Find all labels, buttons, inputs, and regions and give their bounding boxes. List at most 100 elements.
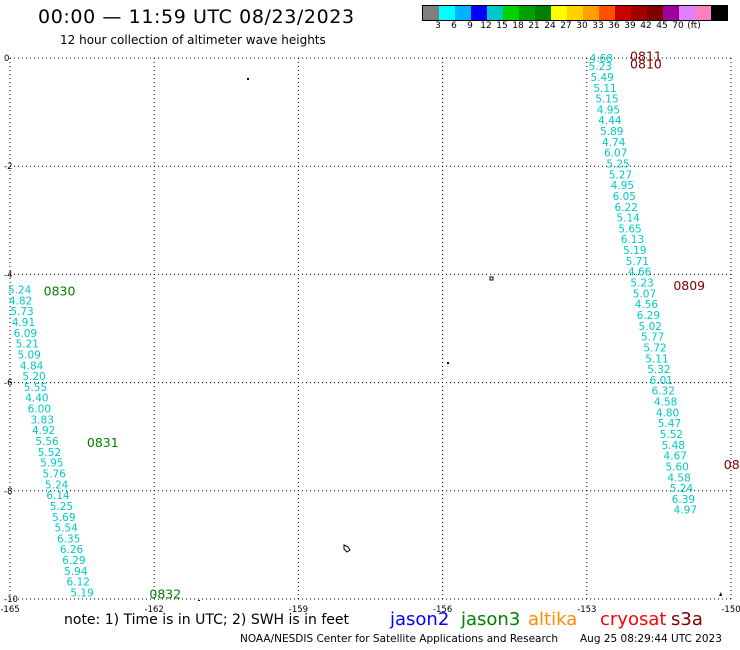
- color-swatch: [471, 6, 487, 20]
- wave-height-value: 5.65: [618, 223, 641, 235]
- wave-height-value: 4.44: [598, 115, 622, 127]
- wave-height-value: 4.58: [667, 472, 690, 484]
- wave-height-value: 6.01: [650, 375, 673, 387]
- wave-height-value: 5.71: [626, 256, 649, 268]
- wave-height-value: 3.83: [31, 414, 54, 426]
- wave-height-value: 4.66: [628, 267, 652, 279]
- island: [198, 600, 200, 601]
- island: [447, 362, 449, 364]
- wave-height-value: 5.11: [593, 83, 616, 95]
- color-scale-label: 27: [560, 21, 572, 31]
- pass-time-label: 080: [724, 457, 740, 472]
- wave-height-value: 5.76: [43, 468, 67, 480]
- wave-height-value: 6.12: [67, 577, 90, 589]
- pass-time-label: 0830: [44, 284, 76, 299]
- wave-height-value: 6.13: [621, 234, 644, 246]
- color-scale-label: 24: [544, 21, 556, 31]
- wave-height-value: 5.19: [70, 588, 93, 600]
- color-swatch: [711, 6, 727, 20]
- wave-height-value: 6.14: [46, 490, 70, 502]
- wave-height-value: 4.74: [602, 137, 626, 149]
- color-scale-label: 3: [435, 21, 441, 31]
- wave-height-value: 5.23: [630, 278, 653, 290]
- wave-height-value: 6.22: [615, 202, 638, 214]
- wave-height-value: 5.77: [641, 332, 664, 344]
- color-swatch: [423, 6, 439, 20]
- x-tick-label: -156: [433, 605, 452, 615]
- color-scale-label: 33: [592, 21, 604, 31]
- wave-height-value: 5.27: [609, 169, 632, 181]
- wave-height-value: 5.09: [18, 349, 41, 361]
- wave-height-value: 5.20: [22, 371, 45, 383]
- wave-height-value: 5.25: [606, 158, 629, 170]
- color-swatch: [631, 6, 647, 20]
- color-swatch: [487, 6, 503, 20]
- chart-title: 00:00 — 11:59 UTC 08/23/2023: [38, 6, 355, 28]
- chart-subtitle: 12 hour collection of altimeter wave hei…: [60, 33, 326, 47]
- wave-height-value: 6.00: [28, 404, 51, 416]
- wave-height-value: 5.60: [665, 461, 688, 473]
- color-scale-label: 45: [656, 21, 668, 31]
- wave-height-value: 5.24: [670, 483, 694, 495]
- color-swatch: [647, 6, 663, 20]
- wave-height-value: 5.23: [589, 61, 612, 73]
- color-swatch: [615, 6, 631, 20]
- wave-height-value: 4.92: [32, 425, 55, 437]
- wave-height-value: 4.68: [590, 53, 613, 65]
- wave-height-value: 4.80: [656, 407, 679, 419]
- color-scale-label: 15: [496, 21, 508, 31]
- wave-height-value: 4.56: [635, 299, 659, 311]
- wave-height-value: 5.19: [623, 245, 646, 257]
- island: [489, 276, 494, 281]
- y-tick-label: -2: [4, 162, 12, 172]
- wave-height-value: 5.94: [64, 566, 88, 578]
- wave-height-value: 4.67: [664, 451, 687, 463]
- color-swatch: [519, 6, 535, 20]
- island: [719, 592, 722, 596]
- wave-height-value: 5.89: [600, 126, 623, 138]
- wave-height-value: 4.95: [611, 180, 634, 192]
- wave-height-value: 4.82: [9, 295, 32, 307]
- pass-time-label: 0809: [673, 278, 705, 293]
- wave-height-value: 5.52: [660, 429, 683, 441]
- footer: NOAA/NESDIS Center for Satellite Applica…: [0, 633, 740, 649]
- footer-credit: NOAA/NESDIS Center for Satellite Applica…: [240, 633, 558, 645]
- x-tick-label: -162: [145, 605, 164, 615]
- wave-height-value: 5.21: [16, 339, 39, 351]
- color-scale-labels: 3 6 9 12 15 18 21 24 27 30 33 36 39 42 45 70 (ft): [422, 21, 740, 35]
- wave-height-value: 5.49: [590, 72, 613, 84]
- y-tick-label: -4: [4, 270, 12, 280]
- color-swatch: [599, 6, 615, 20]
- x-tick-label: -165: [0, 605, 19, 615]
- color-swatch: [439, 6, 455, 20]
- wave-height-value: 5.47: [658, 418, 681, 430]
- wave-height-value: 6.26: [60, 544, 84, 556]
- color-swatch: [535, 6, 551, 20]
- wave-height-value: 5.24: [45, 479, 69, 491]
- wave-height-value: 5.56: [35, 436, 59, 448]
- wave-height-value: 5.32: [647, 364, 670, 376]
- wave-height-value: 4.95: [597, 104, 620, 116]
- color-swatch: [679, 6, 695, 20]
- wave-height-value: 5.14: [616, 213, 640, 225]
- wave-height-value: 6.07: [604, 148, 627, 160]
- color-swatch: [695, 6, 711, 20]
- wave-height-value: 5.54: [55, 523, 79, 535]
- wave-height-value: 6.29: [62, 555, 85, 567]
- wave-height-value: 5.73: [10, 306, 33, 318]
- units-note: note: 1) Time is in UTC; 2) SWH is in fe…: [64, 612, 350, 628]
- color-scale-label: 12: [480, 21, 492, 31]
- wave-height-value: 4.58: [654, 397, 677, 409]
- color-swatch: [567, 6, 583, 20]
- color-swatch: [663, 6, 679, 20]
- x-tick-label: -150: [721, 605, 740, 615]
- pass-time-label: 0831: [87, 435, 119, 450]
- legend-altika: altika: [528, 609, 578, 630]
- wave-height-value: 6.29: [637, 310, 660, 322]
- wave-height-value: 6.39: [672, 494, 695, 506]
- color-scale-label: 6: [451, 21, 457, 31]
- color-scale-label: 9: [467, 21, 473, 31]
- color-scale-bar: [422, 5, 728, 21]
- island: [247, 78, 249, 80]
